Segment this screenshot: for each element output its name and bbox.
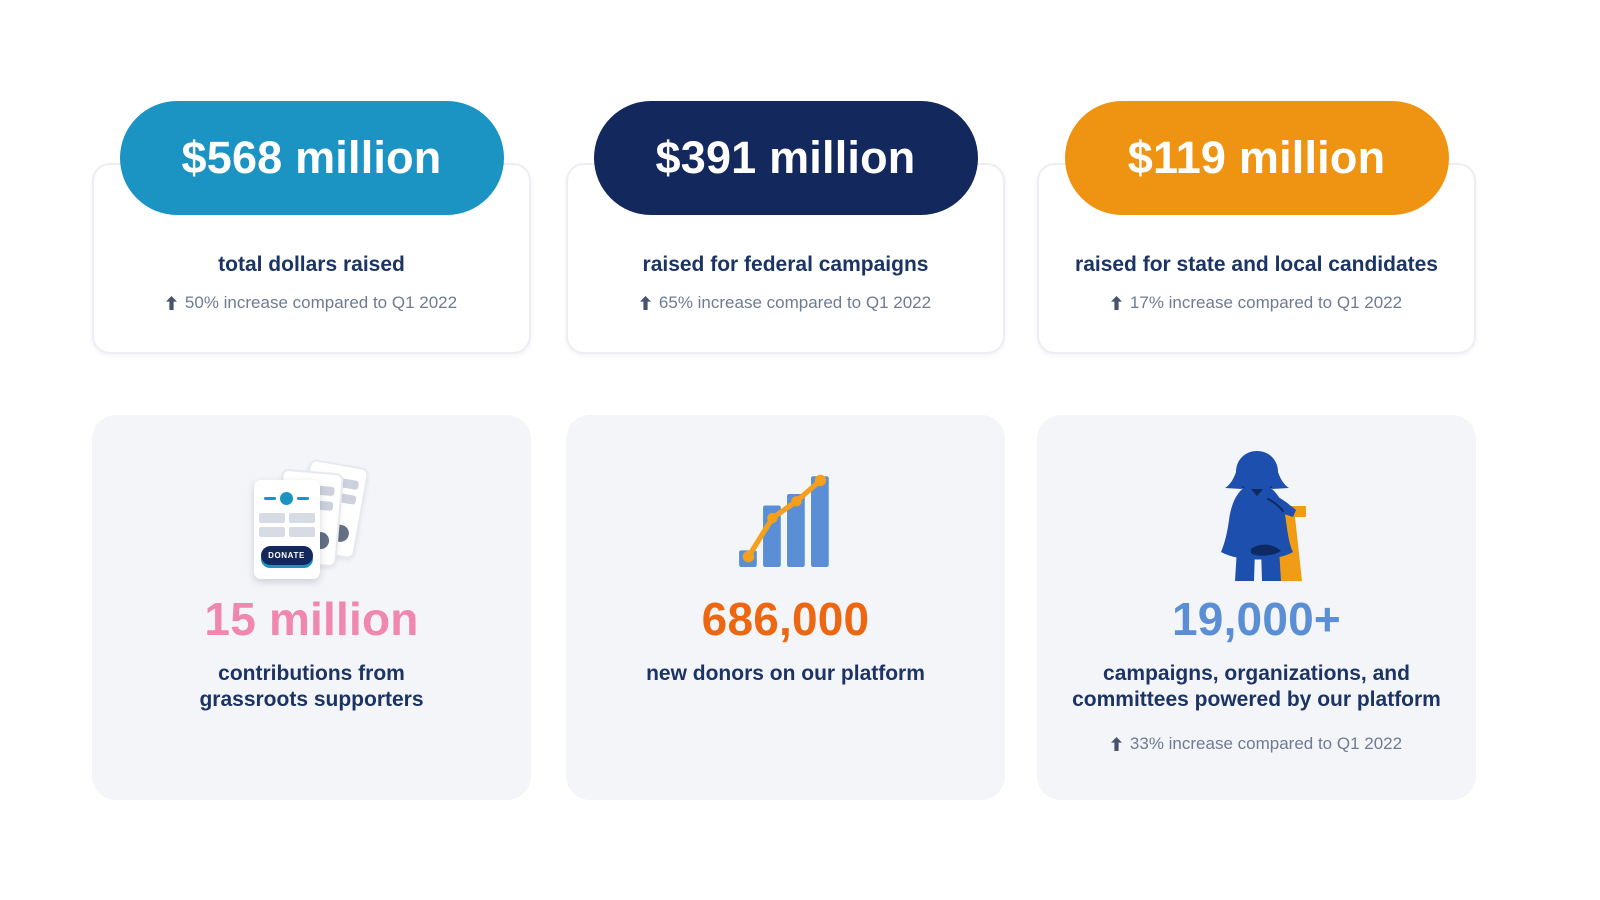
- stat-label: new donors on our platform: [646, 662, 925, 685]
- stat-delta-text: 33% increase compared to Q1 2022: [1129, 734, 1403, 753]
- form-fields: [258, 513, 315, 537]
- stat-delta: 17% increase compared to Q1 2022: [1110, 293, 1403, 313]
- stat-card-total-raised: $568 million total dollars raised 50% in…: [92, 101, 531, 354]
- stat-delta: 33% increase compared to Q1 2022: [1037, 734, 1476, 754]
- stat-card-new-donors: 686,000 new donors on our platform: [566, 415, 1005, 800]
- stat-card-contributions: DONATE 15 million contributions from gra…: [92, 415, 531, 800]
- form-card-front: DONATE: [253, 480, 320, 579]
- form-slider-icon: [254, 492, 320, 505]
- donate-button: DONATE: [260, 546, 313, 568]
- stat-delta: 65% increase compared to Q1 2022: [639, 293, 932, 313]
- stat-value: 15 million: [204, 593, 419, 645]
- stat-delta-text: 17% increase compared to Q1 2022: [1129, 293, 1403, 312]
- podium-speaker-icon: [1205, 449, 1309, 586]
- stat-value: 19,000+: [1172, 593, 1341, 645]
- up-arrow-icon: [639, 296, 651, 310]
- stat-value: $119 million: [1127, 132, 1386, 183]
- stat-delta: 50% increase compared to Q1 2022: [165, 293, 458, 313]
- up-arrow-icon: [1110, 296, 1122, 310]
- stat-label: total dollars raised: [218, 253, 405, 276]
- stat-label: campaigns, organizations, and committees…: [1072, 662, 1441, 711]
- bar-chart-growth-icon: [738, 469, 834, 572]
- stat-pill-state-local: $119 million: [1064, 101, 1449, 215]
- stat-value: $391 million: [655, 132, 916, 183]
- donate-button-label: DONATE: [260, 546, 313, 565]
- up-arrow-icon: [165, 296, 177, 310]
- stat-card-federal-campaigns: $391 million raised for federal campaign…: [566, 101, 1005, 354]
- stat-label: raised for state and local candidates: [1075, 253, 1438, 276]
- stat-delta-text: 50% increase compared to Q1 2022: [184, 293, 458, 312]
- donation-forms-icon: DONATE: [253, 458, 370, 581]
- up-arrow-icon: [1110, 737, 1122, 751]
- stat-delta-text: 65% increase compared to Q1 2022: [658, 293, 932, 312]
- stat-value: 686,000: [701, 593, 870, 645]
- stat-label: contributions from grassroots supporters: [199, 662, 424, 711]
- stat-label: raised for federal campaigns: [642, 253, 929, 276]
- stat-value: $568 million: [181, 132, 442, 183]
- stat-pill-total-raised: $568 million: [119, 101, 504, 215]
- stat-card-campaigns: 19,000+ campaigns, organizations, and co…: [1037, 415, 1476, 800]
- stat-card-state-local: $119 million raised for state and local …: [1037, 101, 1476, 354]
- stat-pill-federal: $391 million: [593, 101, 978, 215]
